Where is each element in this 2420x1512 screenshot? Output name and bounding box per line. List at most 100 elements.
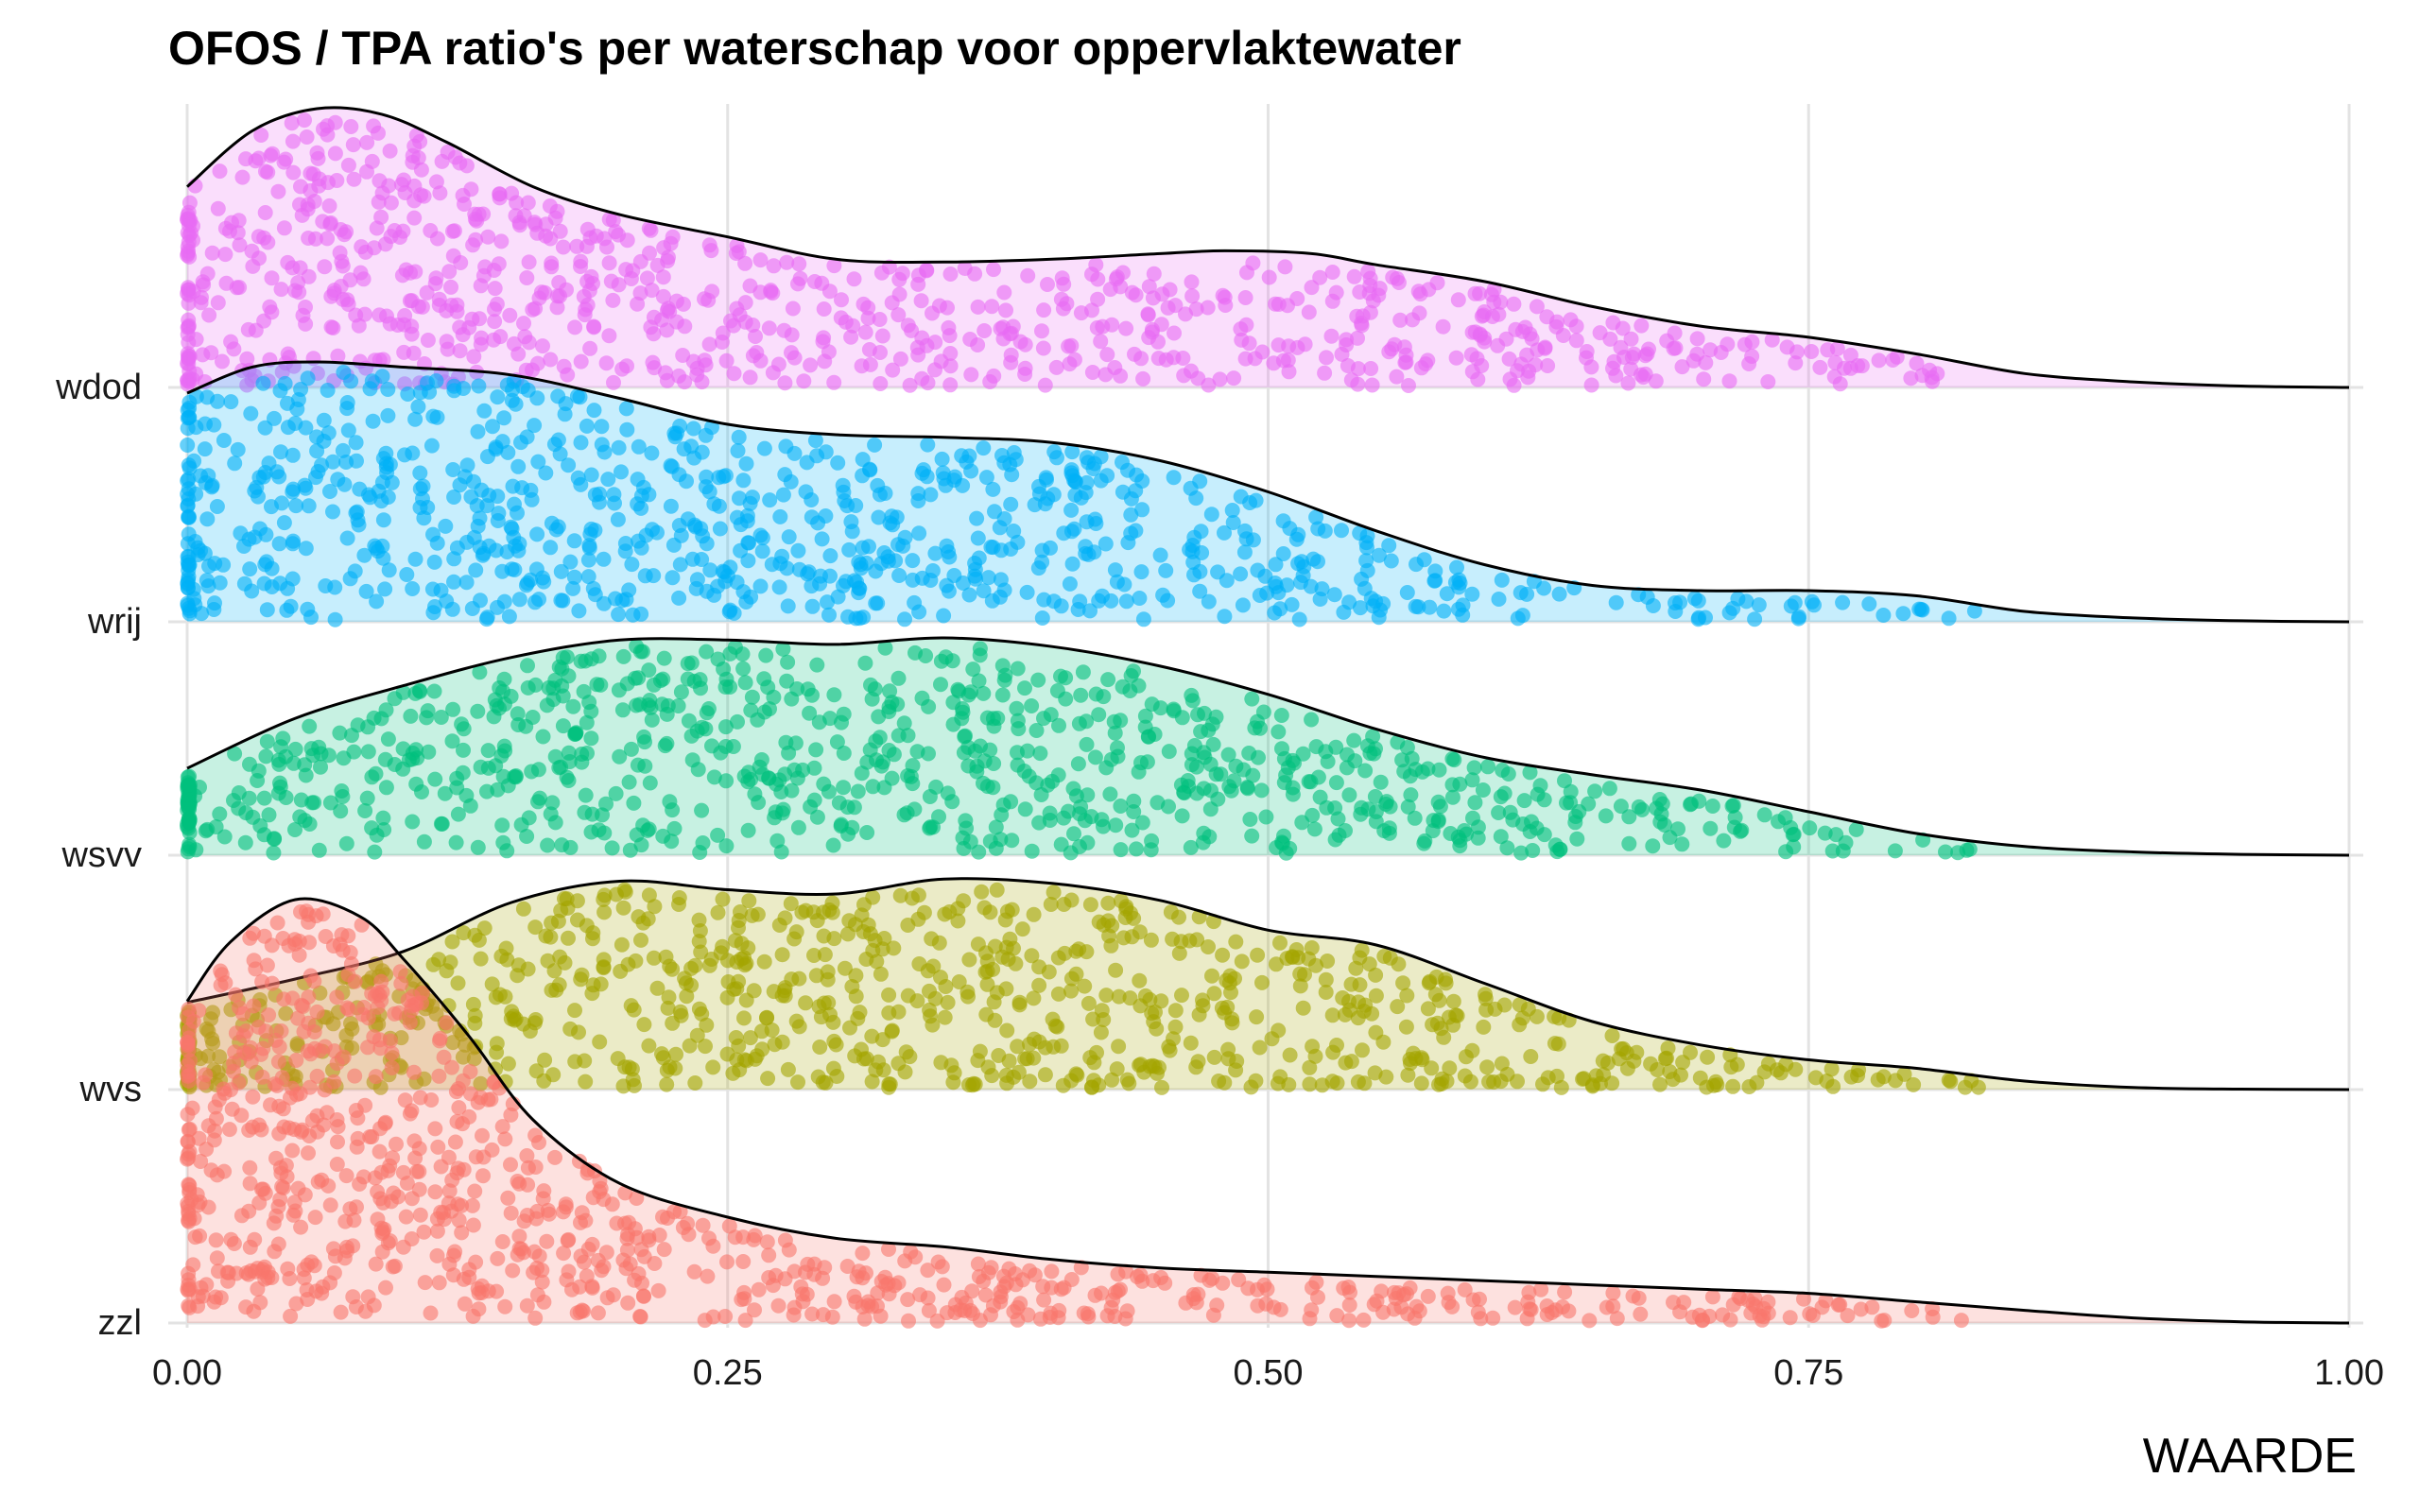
data-point [243, 1040, 258, 1056]
data-point [881, 987, 897, 1003]
data-point [527, 301, 544, 317]
data-point [351, 318, 367, 334]
data-point [804, 598, 821, 614]
data-point [1529, 1008, 1545, 1024]
data-point [540, 837, 556, 853]
data-point [406, 193, 423, 209]
y-tick-label: wvs [79, 1070, 142, 1109]
data-point [954, 1289, 970, 1305]
data-point [444, 601, 460, 617]
data-point [357, 306, 372, 322]
data-point [493, 948, 510, 964]
data-point [1519, 347, 1535, 363]
data-point [1399, 585, 1415, 600]
data-point [452, 1022, 468, 1039]
data-point [193, 468, 209, 484]
data-point [1876, 608, 1892, 623]
data-point [181, 509, 197, 525]
data-point [1266, 355, 1282, 371]
data-point [473, 759, 489, 775]
data-point [1100, 672, 1116, 688]
data-point [758, 647, 774, 663]
data-point [1276, 775, 1292, 791]
data-point [497, 1298, 513, 1314]
data-point [738, 955, 754, 971]
data-point [851, 580, 867, 596]
data-point [994, 949, 1011, 965]
data-point [493, 329, 509, 345]
data-point [705, 1238, 721, 1254]
data-point [786, 1307, 802, 1323]
data-point [277, 375, 293, 391]
data-point [332, 725, 348, 741]
data-point [540, 1202, 556, 1218]
data-point [613, 963, 629, 979]
data-point [839, 1259, 856, 1274]
data-point [1233, 566, 1249, 582]
data-point [382, 143, 398, 159]
data-point [181, 335, 197, 351]
data-point [1080, 834, 1096, 850]
data-point [722, 602, 738, 618]
data-point [397, 308, 413, 323]
data-point [1621, 835, 1637, 851]
data-point [1818, 1293, 1834, 1309]
data-point [316, 412, 332, 428]
data-point [308, 1283, 324, 1299]
data-point [1111, 1039, 1127, 1055]
data-point [860, 310, 876, 326]
data-point [480, 743, 496, 759]
data-point [784, 782, 800, 799]
data-point [195, 347, 211, 363]
data-point [1240, 1280, 1256, 1297]
data-point [923, 819, 939, 835]
data-point [423, 223, 439, 238]
data-point [1381, 538, 1397, 554]
data-point [1583, 377, 1599, 393]
data-point [1963, 1073, 1979, 1089]
x-axis-labels: 0.00 0.25 0.50 0.75 1.00 [152, 1353, 2384, 1393]
data-point [282, 1271, 298, 1286]
data-point [565, 580, 581, 596]
data-point [977, 753, 993, 769]
data-point [855, 452, 871, 468]
data-point [1887, 843, 1903, 859]
data-point [774, 947, 790, 963]
data-point [577, 804, 593, 820]
data-point [1010, 1039, 1026, 1055]
data-point [595, 807, 610, 823]
data-point [496, 410, 512, 426]
data-point [980, 570, 996, 586]
data-point [974, 884, 990, 900]
data-point [441, 1256, 458, 1272]
data-point [1036, 302, 1052, 318]
data-point [499, 843, 515, 859]
data-point [290, 1180, 306, 1196]
data-point [752, 252, 769, 268]
data-point [1721, 605, 1737, 621]
data-point [1420, 1288, 1436, 1304]
data-point [1522, 765, 1538, 781]
data-point [1389, 369, 1405, 385]
data-point [1103, 751, 1119, 767]
data-point [1430, 812, 1446, 828]
data-point [867, 933, 883, 949]
data-point [1153, 1270, 1169, 1285]
data-point [215, 353, 230, 369]
data-point [1010, 534, 1026, 550]
data-point [1835, 594, 1851, 610]
data-point [695, 835, 711, 850]
data-point [677, 971, 693, 987]
data-point [1906, 1076, 1922, 1092]
data-point [1539, 309, 1555, 325]
data-point [367, 844, 383, 860]
data-point [1130, 1269, 1145, 1284]
data-point [1399, 740, 1415, 755]
data-point [206, 1132, 222, 1148]
data-point [897, 1064, 913, 1080]
data-point [1044, 1263, 1060, 1280]
data-point [181, 1213, 197, 1229]
data-point [659, 735, 675, 751]
data-point [258, 526, 274, 542]
data-point [1120, 462, 1135, 478]
